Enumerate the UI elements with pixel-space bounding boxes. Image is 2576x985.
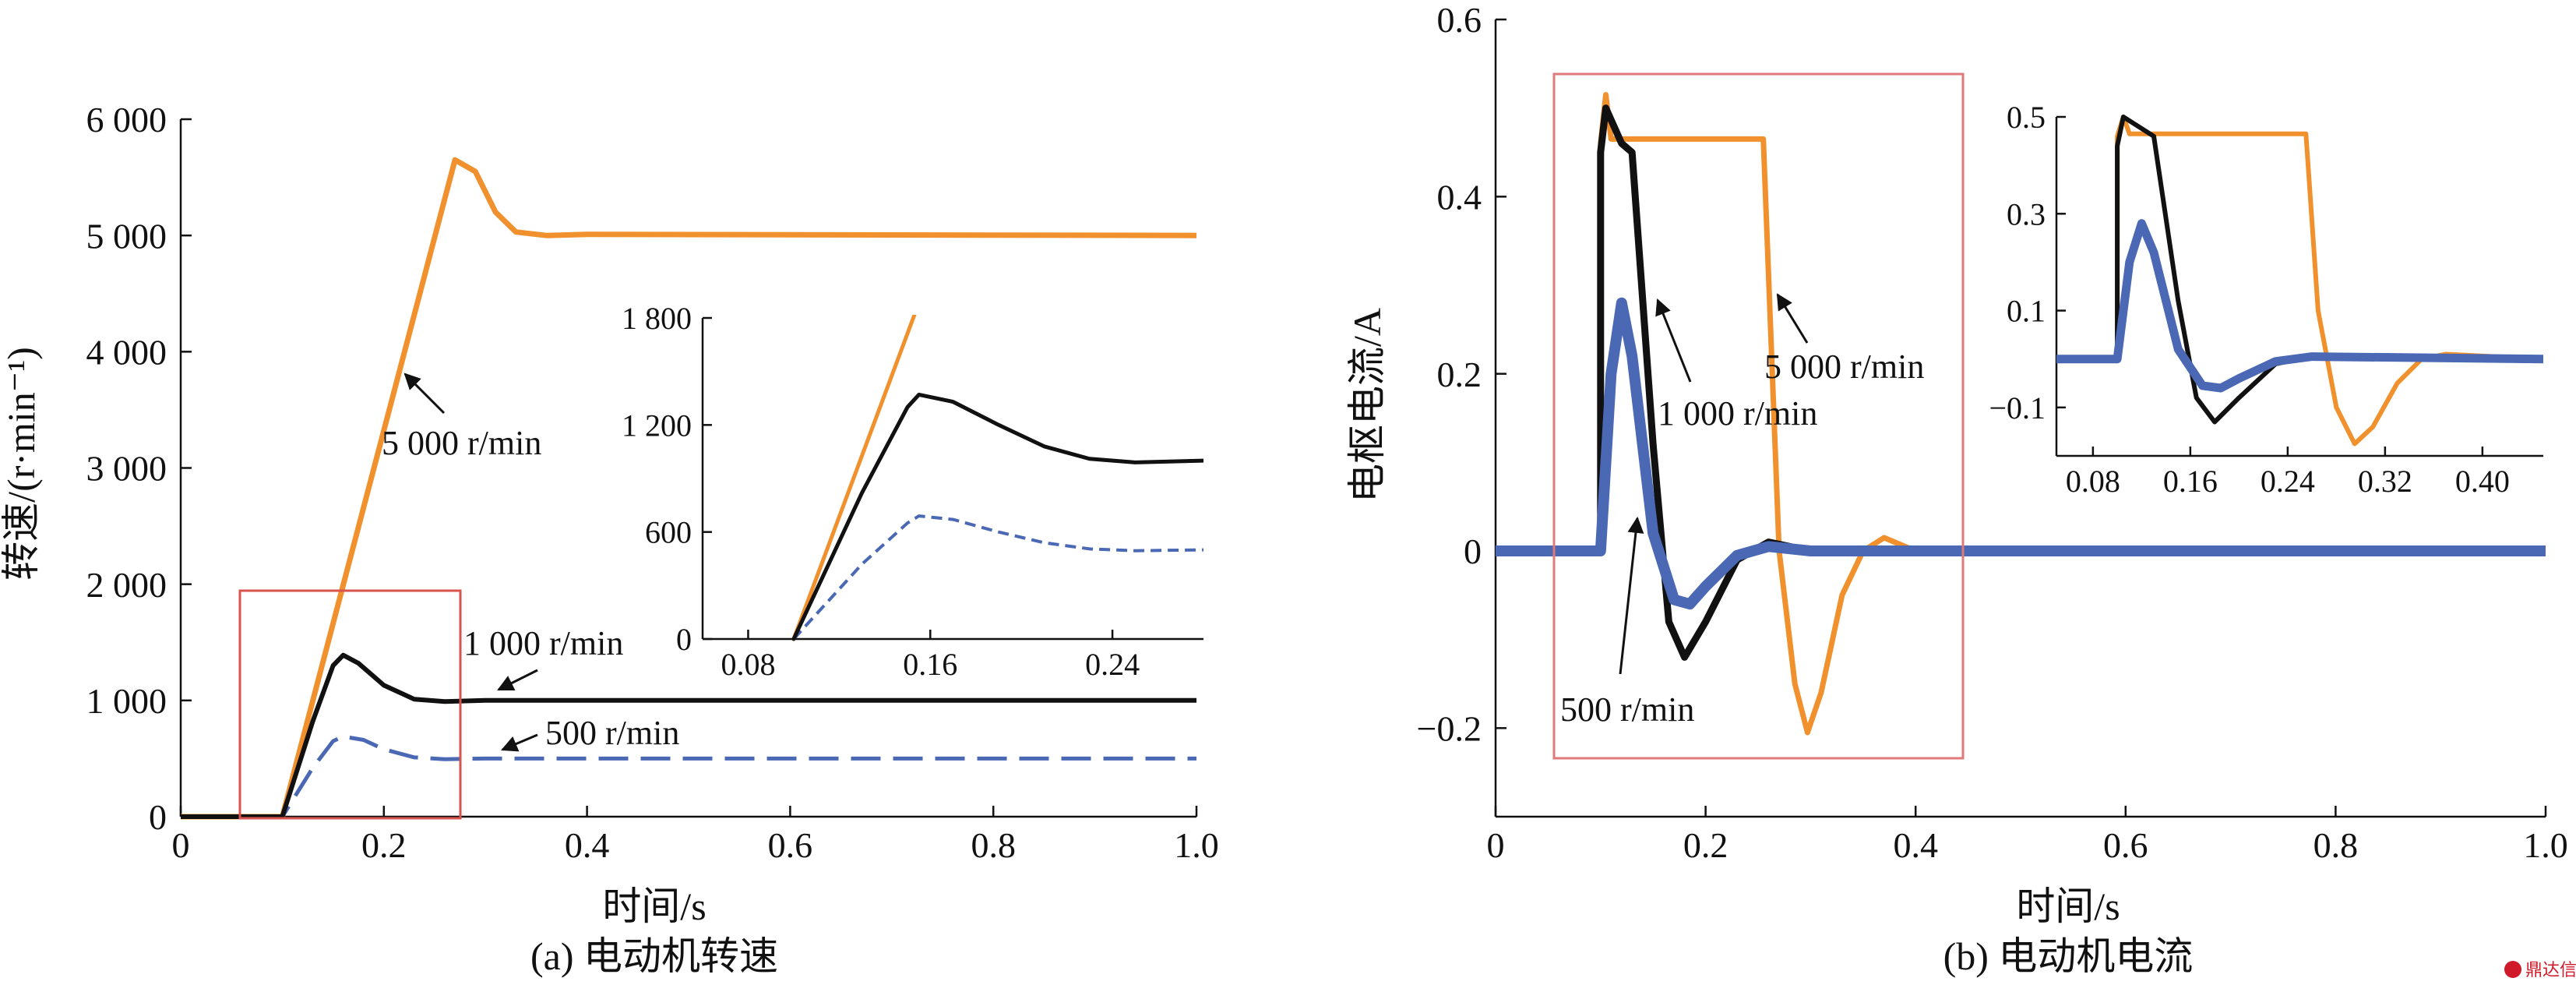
chart-a-main-series-1000rpm	[181, 652, 1196, 819]
chart-a-arrow-500	[501, 733, 538, 752]
chart-b-main-x-tick-label: 0.4	[1893, 825, 1938, 865]
chart-a-inset-series-500rpm	[792, 514, 1203, 641]
chart-a-inset-plot: 0.08 0.16 0.24 0 600 1 200 1 800	[622, 301, 1203, 682]
chart-b-inset-y-tick-label: 0.5	[2007, 100, 2046, 135]
watermark-logo-icon	[2504, 961, 2521, 978]
chart-b-annotation-1000: 1 000 r/min	[1658, 394, 1817, 432]
watermark: 鼎达信	[2504, 961, 2576, 980]
chart-b-main-x-tick-label: 0.2	[1683, 825, 1728, 865]
chart-a-annotation-500: 500 r/min	[545, 714, 679, 752]
chart-b-main-y-tick-label: 0	[1464, 531, 1482, 571]
chart-a-y-axis-label: 转速/(r·min⁻¹)	[0, 347, 43, 581]
chart-a-arrow-5000	[403, 372, 446, 415]
chart-b-caption: (b) 电动机电流	[1943, 934, 2194, 978]
chart-a-main-y-tick-label: 2 000	[86, 565, 167, 605]
chart-b-main-y-tick-label: 0.4	[1437, 177, 1482, 217]
chart-b-annotation-500: 500 r/min	[1560, 690, 1694, 729]
chart-a-zoom-box	[238, 589, 462, 820]
chart-a-main-y-tick-label: 5 000	[86, 216, 167, 256]
chart-a-main-y-tick-label: 0	[149, 797, 167, 837]
chart-b-main-plot: 0 0.2 0.4 0.6 0.8 1.0 −0.2 0 0.2 0.4 0.6	[1417, 0, 2568, 865]
chart-b-arrow-500	[1619, 516, 1644, 675]
chart-a-inset-y-tick-label: 600	[645, 515, 692, 550]
chart-b-inset-plot: 0.08 0.16 0.24 0.32 0.40 −0.1 0.1 0.3 0.5	[1989, 100, 2543, 499]
chart-b-zoom-box	[1552, 72, 1965, 760]
watermark-text: 鼎达信	[2525, 961, 2576, 980]
chart-a-main-y-tick-label: 6 000	[86, 100, 167, 139]
chart-b-inset-x-tick-label: 0.24	[2261, 464, 2315, 499]
chart-b-inset-y-tick-label: 0.3	[2007, 196, 2046, 231]
chart-a-main-plot: 0 0.2 0.4 0.6 0.8 1.0 0 1 000 2 000 3 000 4 000 5 0…	[86, 100, 1219, 865]
chart-a-main-x-tick-label: 0.6	[768, 825, 813, 865]
chart-b-inset-y-tick-label: 0.1	[2007, 294, 2046, 329]
chart-b-arrow-1000	[1655, 298, 1692, 383]
chart-a-main-series-5000rpm	[181, 157, 1196, 820]
chart-a-main-y-tick-label: 1 000	[86, 681, 167, 721]
chart-b-inset-x-tick-label: 0.16	[2163, 464, 2218, 499]
chart-b-main-y-tick-label: −0.2	[1417, 708, 1482, 748]
chart-b-main-x-tick-label: 0.6	[2103, 825, 2148, 865]
chart-a-annotations: 5 000 r/min 1 000 r/min 500 r/min	[382, 372, 679, 752]
chart-b-inset-x-tick-label: 0.40	[2455, 464, 2510, 499]
chart-b-main-x-tick-label: 0.8	[2313, 825, 2359, 865]
chart-b-main-series-500rpm	[1496, 297, 2546, 610]
chart-a-annotation-1000: 1 000 r/min	[463, 624, 623, 662]
chart-b-main-x-tick-label: 0	[1487, 825, 1505, 865]
chart-b-x-axis-label: 时间/s	[2016, 884, 2120, 928]
chart-a-inset-y-tick-label: 1 800	[622, 301, 692, 336]
chart-b-main-series-1000rpm	[1496, 104, 2546, 661]
chart-a-inset-series-1000rpm	[791, 392, 1203, 641]
chart-a-caption: (a) 电动机转速	[530, 934, 778, 978]
chart-a-x-axis-label: 时间/s	[602, 884, 706, 928]
chart-b-y-axis-label: 电枢电流/A	[1345, 308, 1389, 503]
chart-a-main-x-tick-label: 0.4	[565, 825, 610, 865]
chart-a-main-series-500rpm	[181, 734, 1196, 819]
chart-a-main-y-tick-label: 4 000	[86, 332, 167, 372]
chart-b: 0 0.2 0.4 0.6 0.8 1.0−0.200.20.40.6 0.08 0.16 0…	[1345, 0, 2568, 978]
chart-b-inset-y-tick-label: −0.1	[1989, 390, 2046, 425]
chart-b-arrow-5000	[1776, 293, 1809, 344]
chart-a-main-x-tick-label: 0.8	[971, 825, 1016, 865]
chart-a-main-y-tick-label: 3 000	[86, 449, 167, 489]
chart-a-main-x-tick-label: 0.2	[361, 825, 407, 865]
chart-a-inset-x-tick-label: 0.24	[1085, 647, 1140, 682]
chart-b-annotations: 5 000 r/min 1 000 r/min 500 r/min	[1560, 293, 1924, 729]
chart-b-inset-x-tick-label: 0.08	[2066, 464, 2120, 499]
chart-a: 0 0.2 0.4 0.6 0.8 1.0 0 1 000 2 000 3 000 4 000 5 0…	[0, 100, 1219, 978]
chart-a-inset-y-tick-label: 1 200	[622, 408, 692, 443]
chart-b-inset-series-500rpm	[2056, 219, 2543, 393]
chart-a-inset-x-tick-label: 0.08	[721, 647, 775, 682]
chart-a-inset-x-tick-label: 0.16	[903, 647, 957, 682]
chart-a-arrow-1000	[497, 669, 538, 691]
chart-b-main-y-tick-label: 0.2	[1437, 355, 1482, 394]
chart-b-main-x-tick-label: 1.0	[2523, 825, 2568, 865]
chart-a-main-x-tick-label: 0	[172, 825, 190, 865]
chart-b-annotation-5000: 5 000 r/min	[1764, 348, 1924, 386]
chart-a-annotation-5000: 5 000 r/min	[382, 424, 541, 462]
chart-b-main-y-tick-label: 0.6	[1437, 0, 1482, 40]
chart-a-main-x-tick-label: 1.0	[1174, 825, 1219, 865]
chart-a-inset-y-tick-label: 0	[676, 622, 692, 657]
chart-b-inset-x-tick-label: 0.32	[2358, 464, 2412, 499]
chart-a-inset-series-5000rpm	[791, 315, 917, 641]
